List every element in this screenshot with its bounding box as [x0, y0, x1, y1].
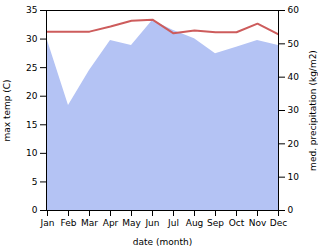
- svg-text:Jul: Jul: [167, 218, 179, 228]
- svg-text:Jun: Jun: [144, 218, 159, 228]
- svg-text:Nov: Nov: [249, 218, 267, 228]
- svg-text:20: 20: [288, 139, 300, 149]
- svg-text:Dec: Dec: [270, 218, 287, 228]
- svg-text:60: 60: [288, 5, 300, 15]
- svg-text:5: 5: [32, 177, 38, 187]
- svg-text:Sep: Sep: [207, 218, 224, 228]
- svg-text:Aug: Aug: [186, 218, 204, 228]
- svg-text:40: 40: [288, 72, 300, 82]
- svg-text:Feb: Feb: [61, 218, 77, 228]
- svg-text:0: 0: [32, 205, 38, 215]
- svg-text:10: 10: [26, 148, 38, 158]
- svg-text:0: 0: [288, 205, 294, 215]
- svg-text:Oct: Oct: [229, 218, 245, 228]
- svg-text:Mar: Mar: [81, 218, 98, 228]
- svg-text:Apr: Apr: [103, 218, 119, 228]
- svg-text:Jan: Jan: [40, 218, 55, 228]
- svg-text:50: 50: [288, 39, 300, 49]
- svg-text:20: 20: [26, 91, 38, 101]
- svg-text:med. precipitation (kg/m2): med. precipitation (kg/m2): [308, 50, 318, 171]
- svg-text:max temp (C): max temp (C): [2, 79, 12, 141]
- svg-text:date (month): date (month): [133, 237, 192, 247]
- svg-text:30: 30: [26, 34, 38, 44]
- svg-text:May: May: [122, 218, 141, 228]
- svg-text:10: 10: [288, 172, 300, 182]
- svg-text:15: 15: [26, 120, 37, 130]
- svg-text:30: 30: [288, 105, 300, 115]
- svg-text:25: 25: [26, 63, 37, 73]
- svg-text:35: 35: [26, 5, 37, 15]
